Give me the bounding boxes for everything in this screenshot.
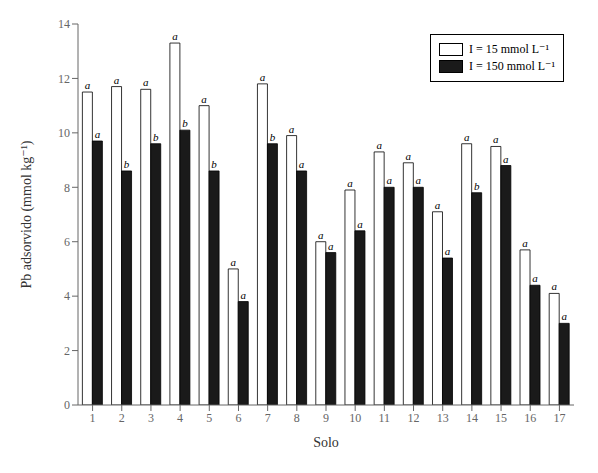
svg-text:a: a <box>532 272 538 284</box>
svg-text:3: 3 <box>148 411 154 425</box>
svg-text:a: a <box>172 30 178 42</box>
svg-text:Solo: Solo <box>313 435 339 450</box>
svg-text:8: 8 <box>64 181 70 195</box>
svg-text:14: 14 <box>58 17 70 31</box>
svg-text:a: a <box>299 158 305 170</box>
svg-text:a: a <box>347 177 353 189</box>
svg-text:a: a <box>435 199 441 211</box>
svg-text:8: 8 <box>294 411 300 425</box>
svg-text:b: b <box>270 131 276 143</box>
svg-text:2: 2 <box>119 411 125 425</box>
svg-text:6: 6 <box>64 235 70 249</box>
svg-text:a: a <box>503 153 509 165</box>
svg-text:Pb adsorvido (mmol kg⁻¹): Pb adsorvido (mmol kg⁻¹) <box>19 140 35 288</box>
svg-text:5: 5 <box>206 411 212 425</box>
svg-text:b: b <box>153 131 159 143</box>
svg-text:4: 4 <box>177 411 183 425</box>
svg-text:15: 15 <box>495 411 507 425</box>
svg-text:b: b <box>124 158 130 170</box>
svg-text:a: a <box>551 280 557 292</box>
svg-text:a: a <box>85 79 91 91</box>
svg-text:a: a <box>493 133 499 145</box>
svg-text:a: a <box>522 237 528 249</box>
svg-text:a: a <box>260 71 266 83</box>
svg-text:11: 11 <box>379 411 391 425</box>
svg-text:0: 0 <box>64 398 70 412</box>
svg-text:12: 12 <box>408 411 420 425</box>
svg-text:7: 7 <box>265 411 271 425</box>
svg-text:a: a <box>231 256 237 268</box>
svg-text:a: a <box>561 310 567 322</box>
svg-text:a: a <box>143 76 149 88</box>
svg-text:a: a <box>114 74 120 86</box>
svg-text:b: b <box>211 158 217 170</box>
svg-text:1: 1 <box>90 411 96 425</box>
svg-text:a: a <box>201 93 207 105</box>
svg-text:b: b <box>474 180 480 192</box>
svg-text:10: 10 <box>349 411 361 425</box>
svg-text:a: a <box>328 240 334 252</box>
html-text:I = 150 mmol L⁻¹: I = 150 mmol L⁻¹ <box>469 59 555 73</box>
svg-text:a: a <box>357 218 363 230</box>
svg-text:a: a <box>386 174 392 186</box>
html-text:I = 15 mmol L⁻¹: I = 15 mmol L⁻¹ <box>469 42 549 56</box>
svg-text:a: a <box>406 150 412 162</box>
svg-text:2: 2 <box>64 344 70 358</box>
svg-text:9: 9 <box>323 411 329 425</box>
svg-text:10: 10 <box>58 126 70 140</box>
svg-text:a: a <box>464 131 470 143</box>
svg-text:a: a <box>289 123 295 135</box>
svg-text:12: 12 <box>58 72 70 86</box>
svg-text:6: 6 <box>235 411 241 425</box>
svg-text:4: 4 <box>64 289 70 303</box>
svg-text:a: a <box>445 245 451 257</box>
svg-text:a: a <box>416 174 422 186</box>
svg-text:13: 13 <box>437 411 449 425</box>
svg-text:14: 14 <box>466 411 478 425</box>
svg-text:a: a <box>376 139 382 151</box>
svg-text:a: a <box>95 128 101 140</box>
svg-text:a: a <box>241 289 247 301</box>
svg-text:16: 16 <box>524 411 536 425</box>
svg-text:b: b <box>182 117 188 129</box>
svg-text:a: a <box>318 229 324 241</box>
svg-text:17: 17 <box>553 411 565 425</box>
